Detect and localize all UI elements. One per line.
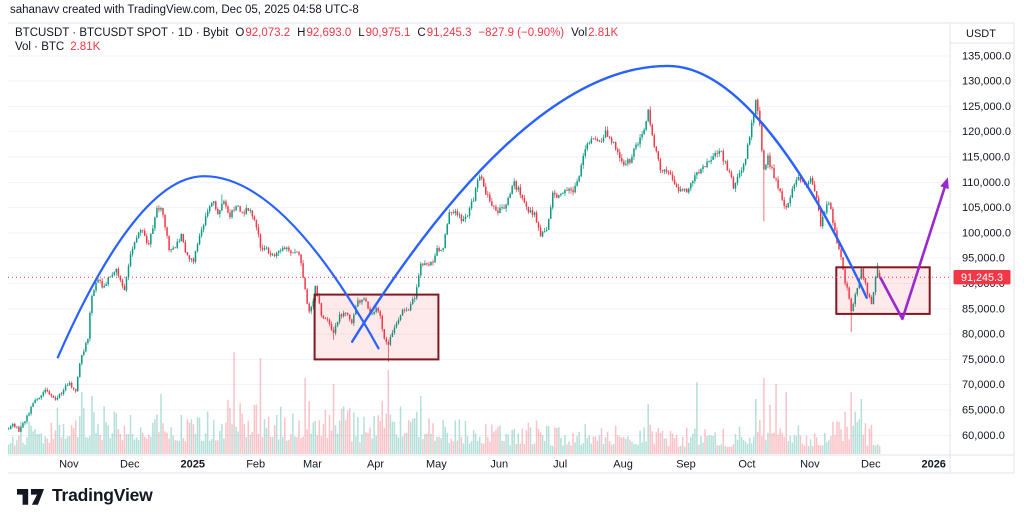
symbol-legend: BTCUSDT · BTCUSDT SPOT · 1D · Bybit O92,… [15, 26, 618, 54]
price-axis-tick: 95,000.0 [962, 253, 1005, 265]
time-axis-label: Aug [613, 459, 633, 471]
time-axis-label: Nov [59, 459, 79, 471]
price-axis-tick: 70,000.0 [962, 379, 1005, 391]
svg-text:USDT: USDT [966, 28, 996, 40]
price-axis-tick: 60,000.0 [962, 430, 1005, 442]
price-axis-tick: 115,000.0 [962, 152, 1010, 164]
price-axis-tick: 85,000.0 [962, 303, 1005, 315]
ohlc-high: H92,693.0 [297, 27, 352, 39]
time-axis[interactable]: Nov Dec 2025 Feb Mar Apr May Jun Jul Aug Sep Oct Nov… [59, 459, 946, 471]
volume-study-value: 2.81K [70, 41, 101, 53]
price-axis-tick: 110,000.0 [962, 177, 1010, 189]
volume-study-label[interactable]: Vol · BTC [15, 41, 65, 53]
time-axis-label: 2025 [181, 459, 205, 471]
tradingview-logo-mark [17, 488, 44, 505]
time-axis-label: Feb [246, 459, 265, 471]
price-axis-tick: 100,000.0 [962, 227, 1011, 239]
projection-arrow[interactable] [879, 177, 949, 321]
price-axis-tick: 105,000.0 [962, 202, 1011, 214]
price-axis[interactable]: USDT 135,000.0 130,000.0 125,000.0 120,000.0… [953, 28, 1011, 442]
symbol-title[interactable]: BTCUSDT · BTCUSDT SPOT · 1D · Bybit [15, 27, 229, 39]
accumulation-box-spring[interactable] [313, 293, 440, 361]
ohlc-open: O92,073.2 [235, 27, 291, 39]
time-axis-label: 2026 [921, 459, 945, 471]
price-axis-tick: 120,000.0 [962, 126, 1011, 138]
time-axis-label: Nov [800, 459, 820, 471]
plot-area[interactable] [7, 98, 881, 454]
accumulation-box-current[interactable] [835, 266, 931, 315]
ohlc-low: L90,975.1 [358, 27, 411, 39]
tradingview-logo[interactable]: TradingView [17, 485, 153, 506]
volume-bars [8, 352, 881, 454]
time-axis-label: Dec [861, 459, 881, 471]
ohlc-close: C91,245.3 [417, 27, 472, 39]
time-axis-label: Sep [676, 459, 696, 471]
time-axis-label: Mar [303, 459, 322, 471]
last-price-label [953, 270, 1011, 285]
time-axis-label: Jul [553, 459, 567, 471]
main-arch[interactable] [350, 64, 868, 343]
time-axis-label: Oct [738, 459, 755, 471]
grid-lines [8, 55, 950, 436]
price-axis-tick: 125,000.0 [962, 101, 1011, 113]
tradingview-logo-text: TradingView [52, 485, 153, 505]
left-arch[interactable] [56, 175, 380, 359]
price-axis-tick: 65,000.0 [962, 405, 1005, 417]
time-axis-label: May [426, 459, 447, 471]
time-axis-label: Jun [490, 459, 508, 471]
chart-frame [8, 22, 1015, 474]
time-axis-label: Apr [367, 459, 384, 471]
svg-text:91,245.3: 91,245.3 [961, 272, 1003, 284]
candlesticks [8, 98, 881, 432]
volume-inline: Vol2.81K [571, 27, 619, 39]
change-value: −827.9 (−0.90%) [478, 27, 565, 39]
attribution-text: sahanavv created with TradingView.com, D… [10, 4, 359, 16]
price-axis-tick: 75,000.0 [962, 354, 1005, 366]
price-axis-tick: 130,000.0 [962, 76, 1011, 88]
price-axis-tick: 135,000.0 [962, 50, 1011, 62]
price-axis-tick: 80,000.0 [962, 329, 1005, 341]
time-axis-label: Dec [120, 459, 140, 471]
